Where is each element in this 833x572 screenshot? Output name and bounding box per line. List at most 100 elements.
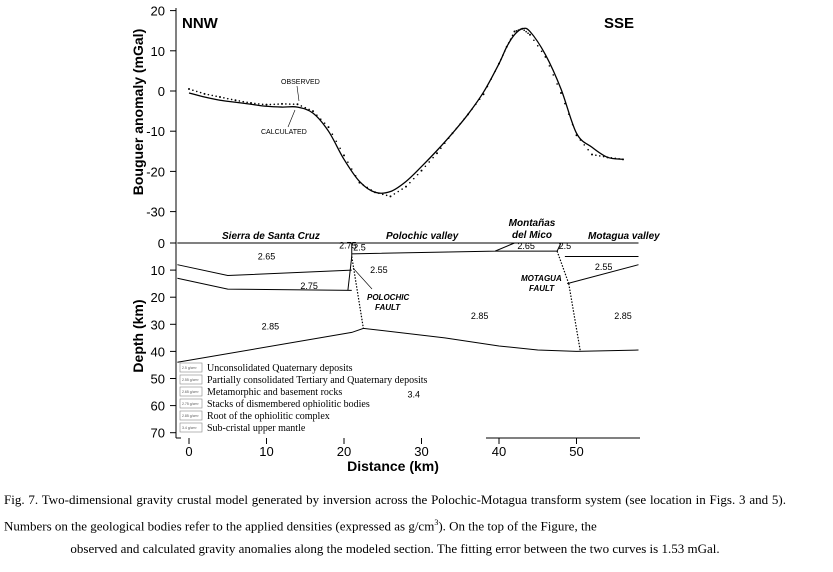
section-x-tick-label: 10: [259, 444, 273, 459]
observed-dot: [509, 38, 512, 40]
observed-dot: [300, 105, 303, 107]
observed-dot: [515, 30, 518, 32]
observed-dot: [507, 42, 510, 44]
direction-nnw: NNW: [182, 15, 219, 32]
observed-dot: [447, 137, 450, 140]
density-label: 2.75: [300, 281, 318, 291]
density-label: 2.65: [517, 241, 535, 251]
section-y-tick-label: 30: [151, 317, 165, 332]
observed-dot: [242, 100, 245, 103]
observed-dot: [226, 97, 229, 100]
observed-dot: [354, 175, 357, 177]
density-label: 2.85: [614, 311, 632, 321]
observed-dot: [223, 97, 225, 99]
observed-dot: [500, 58, 502, 61]
legend-code: 2.75 g/cm³: [182, 402, 199, 406]
observed-point: [219, 96, 221, 99]
observed-point: [374, 191, 376, 194]
legend-swatch: [179, 374, 203, 385]
observed-dot: [409, 181, 411, 184]
observed-dot: [595, 154, 597, 157]
observed-series-points: [188, 27, 624, 198]
gravity-y-axis-title: Bouguer anomaly (mGal): [130, 29, 146, 195]
observed-point: [513, 30, 516, 33]
section-y-tick-label: 0: [158, 236, 165, 251]
body-boundary: [177, 277, 352, 291]
observed-dot: [571, 123, 574, 126]
body-boundary: [351, 242, 515, 255]
observed-dot: [471, 108, 473, 111]
gravity-y-tick-label: 10: [151, 44, 165, 59]
observed-dot: [610, 157, 613, 159]
observed-point: [505, 45, 508, 48]
observed-dot: [195, 90, 198, 93]
legend-swatch: [179, 398, 203, 409]
body-boundary: [177, 327, 639, 363]
observed-dot: [335, 140, 338, 143]
observed-dot: [350, 168, 353, 170]
observed-point: [544, 55, 547, 58]
section-y-tick-label: 60: [151, 399, 165, 414]
caption-superscript: 3: [434, 518, 439, 527]
gravity-panel: 20 10 0 -10 -20 -30 Bouguer anomaly (mGal) NN…: [130, 4, 634, 220]
figure: 20 10 0 -10 -20 -30 Bouguer anomaly (mGal) NN…: [130, 4, 660, 474]
polochic-fault-label-line1: POLOCHIC: [367, 293, 409, 302]
observed-leader-line: [296, 85, 300, 102]
density-label: 2.5: [559, 241, 572, 251]
observed-dot: [564, 102, 566, 105]
observed-point: [281, 102, 283, 105]
observed-dot: [238, 100, 241, 102]
motagua-fault-label-line2: FAULT: [529, 284, 555, 293]
observed-point: [265, 103, 268, 106]
observed-dot: [257, 103, 260, 105]
observed-dot: [463, 118, 465, 120]
observed-dot: [381, 193, 384, 196]
gravity-y-tick-label: -10: [146, 124, 165, 139]
observed-point: [591, 153, 593, 156]
observed-point: [529, 33, 531, 36]
calculated-series-line: [188, 27, 624, 194]
observed-dot: [323, 122, 326, 124]
density-label: 2.85: [471, 311, 489, 321]
observed-dot: [536, 44, 539, 47]
observed-dot: [261, 103, 264, 106]
observed-dot: [385, 194, 388, 197]
observed-dot: [443, 142, 446, 145]
observed-dot: [598, 155, 601, 157]
observed-dot: [199, 91, 202, 94]
direction-sse: SSE: [604, 15, 634, 32]
gravity-y-tick-label: -20: [146, 164, 165, 179]
observed-dot: [587, 148, 589, 151]
observed-dot: [331, 133, 334, 136]
observed-point: [606, 156, 609, 159]
polochic-fault-leader: [352, 267, 373, 290]
observed-dot: [490, 78, 493, 80]
observed-point: [498, 62, 500, 65]
observed-dot: [424, 165, 427, 168]
observed-dot: [285, 103, 287, 105]
polochic-fault-label-line2: FAULT: [375, 303, 401, 312]
legend-swatch: [179, 410, 203, 421]
legend-swatch: [179, 422, 203, 433]
observed-dot: [319, 118, 322, 120]
legend-label: Stacks of dismembered ophiolitic bodies: [207, 399, 370, 410]
observed-point: [622, 158, 624, 161]
caption-paragraph: Fig. 7. Two-dimensional gravity crustal …: [4, 488, 786, 537]
density-label: 2.55: [370, 265, 388, 275]
observed-dot: [366, 186, 369, 189]
observed-dot: [525, 30, 527, 33]
observed-dot: [316, 114, 318, 116]
legend-code: 2.85 g/cm³: [182, 414, 199, 418]
observed-dot: [412, 177, 415, 180]
observed-dot: [474, 103, 477, 106]
density-label: 3.4: [407, 389, 420, 399]
observed-dot: [478, 98, 481, 101]
observed-point: [296, 103, 299, 106]
body-boundary: [177, 264, 352, 277]
observed-point: [521, 27, 524, 30]
legend-code: 2.5 g/cm³: [182, 366, 197, 370]
observed-dot: [370, 189, 372, 191]
observed-dot: [273, 103, 276, 106]
section-y-tick-label: 50: [151, 372, 165, 387]
observed-dot: [523, 29, 525, 31]
